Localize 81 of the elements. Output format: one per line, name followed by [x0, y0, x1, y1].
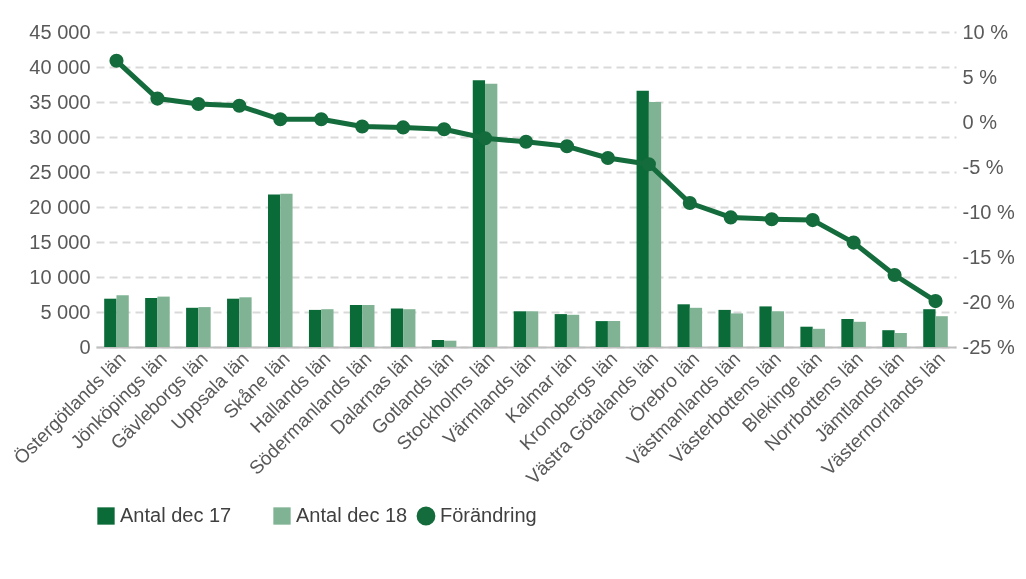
bar — [104, 298, 117, 347]
point — [887, 267, 902, 283]
y-tick-label: 15 000 — [29, 230, 91, 253]
y-tick-label: 35 000 — [29, 90, 91, 113]
bar — [227, 298, 240, 347]
bar — [812, 328, 825, 347]
point — [805, 213, 820, 228]
point — [109, 53, 124, 68]
point — [723, 210, 738, 225]
bar — [362, 305, 375, 347]
point — [232, 98, 247, 113]
y2-tick-label: -10 % — [962, 200, 1015, 223]
bar — [513, 311, 526, 347]
bar — [648, 102, 662, 347]
point — [396, 120, 411, 135]
bar — [390, 308, 404, 347]
y2-tick-label: -15 % — [962, 245, 1015, 268]
bar — [280, 193, 293, 347]
y2-tick-label: 5 % — [962, 65, 998, 88]
point — [355, 119, 370, 134]
bar — [554, 314, 567, 347]
bar — [800, 326, 813, 347]
y-tick-label: 10 000 — [29, 265, 91, 288]
bar — [718, 309, 731, 347]
bar — [431, 340, 445, 347]
point — [928, 294, 943, 309]
point — [846, 235, 861, 250]
y2-tick-label: -20 % — [962, 290, 1015, 313]
legend-label: Förändring — [440, 504, 537, 526]
y2-tick-label: 0 % — [962, 110, 998, 133]
y2-tick-label: -5 % — [962, 155, 1004, 178]
y-tick-label: 30 000 — [29, 125, 91, 148]
bar — [771, 311, 784, 347]
point — [477, 131, 493, 146]
point — [273, 112, 288, 127]
bar — [321, 309, 334, 347]
point — [437, 122, 452, 137]
bar — [145, 298, 158, 347]
y2-tick-label: 10 % — [962, 20, 1009, 43]
bar — [841, 319, 854, 347]
bar — [403, 309, 416, 347]
y-tick-label: 45 000 — [29, 20, 91, 43]
legend-label: Antal dec 18 — [296, 504, 408, 526]
y-tick-label: 20 000 — [29, 195, 91, 218]
bar — [853, 321, 866, 347]
bar — [607, 321, 621, 347]
point — [764, 212, 779, 227]
point — [150, 91, 165, 106]
bar — [677, 304, 690, 347]
bar — [239, 297, 252, 347]
y-tick-label: 0 — [79, 335, 91, 358]
bar — [689, 307, 703, 347]
bar — [157, 296, 170, 347]
point — [641, 157, 656, 172]
bar — [759, 306, 772, 347]
bar — [349, 305, 363, 347]
bar — [882, 330, 895, 347]
bar — [935, 316, 948, 347]
bar — [485, 83, 498, 347]
bar — [186, 307, 199, 347]
point — [191, 96, 206, 112]
bar — [595, 321, 608, 347]
point — [518, 134, 534, 149]
point — [314, 112, 329, 127]
point — [682, 195, 697, 211]
y2-tick-label: -25 % — [962, 335, 1015, 358]
bar — [308, 309, 322, 347]
y-tick-label: 40 000 — [29, 55, 91, 78]
point — [600, 150, 615, 166]
point — [559, 139, 575, 154]
bar — [566, 314, 580, 347]
bar — [526, 311, 539, 347]
legend-label: Antal dec 17 — [120, 504, 232, 526]
bar — [894, 333, 907, 347]
bar — [444, 340, 457, 347]
bar — [730, 313, 744, 347]
bar — [268, 194, 281, 347]
bar — [198, 307, 211, 347]
bar — [116, 295, 129, 347]
y-tick-label: 25 000 — [29, 160, 91, 183]
y-tick-label: 5 000 — [40, 300, 91, 323]
